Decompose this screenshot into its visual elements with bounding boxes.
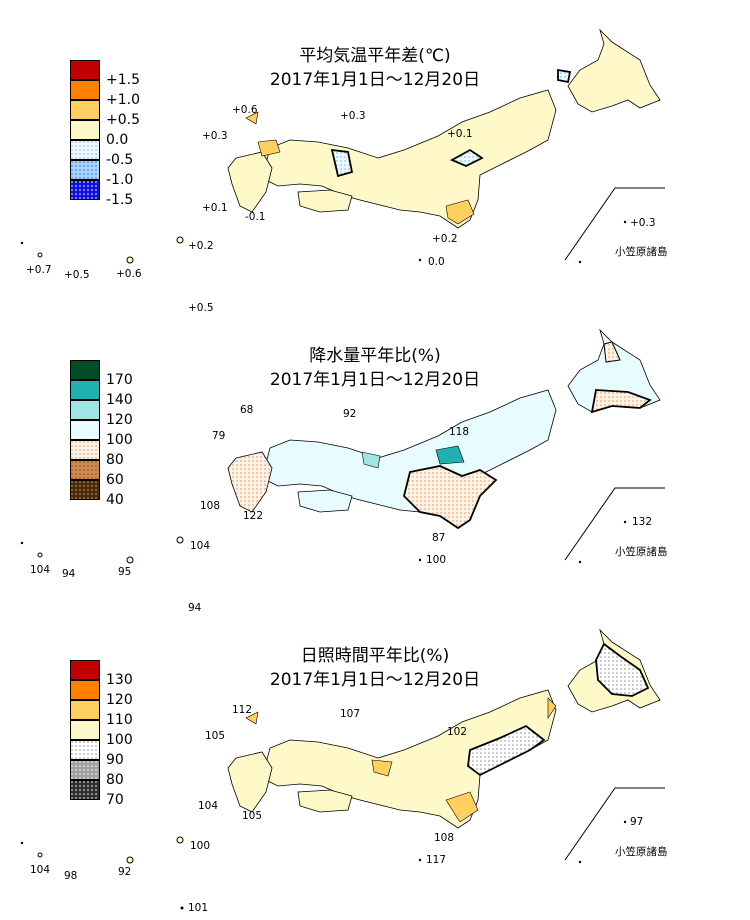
legend-label: 120 [106, 412, 133, 428]
legend-label: 80 [106, 452, 124, 468]
temperature-title-1: 平均気温平年差(℃) [299, 46, 451, 66]
map-value: 98 [64, 870, 78, 882]
legend-swatch [70, 360, 100, 380]
legend-swatch [70, 120, 100, 140]
map-value: +0.5 [188, 302, 214, 314]
map-value: -0.1 [245, 211, 266, 223]
map-value: 108 [434, 832, 455, 844]
legend-label: 60 [106, 472, 124, 488]
map-value: +0.2 [188, 240, 214, 252]
map-value: 0.0 [428, 256, 445, 268]
legend-label: -1.0 [106, 172, 134, 188]
map-value: +0.1 [447, 128, 473, 140]
legend-label: 100 [106, 432, 133, 448]
legend-label: 130 [106, 672, 133, 688]
map-value: 104 [190, 540, 211, 552]
legend-swatch [70, 720, 100, 740]
legend-swatch [70, 380, 100, 400]
ogasawara-label: 小笠原諸島 [615, 246, 668, 258]
sunshine-title-2: 2017年1月1日～12月20日 [269, 670, 481, 690]
legend-label: 110 [106, 712, 133, 728]
legend-swatch [70, 760, 100, 780]
map-value: 102 [447, 726, 468, 738]
map-value: +0.1 [202, 202, 228, 214]
legend-swatch [70, 60, 100, 80]
legend-label: 70 [106, 792, 124, 808]
legend-label: 90 [106, 752, 124, 768]
legend-label: 120 [106, 692, 133, 708]
temperature-title-2: 2017年1月1日～12月20日 [269, 70, 481, 90]
legend-swatch [70, 460, 100, 480]
map-value: 97 [630, 816, 644, 828]
map-value: 100 [426, 554, 447, 566]
map-value: +0.6 [232, 104, 258, 116]
map-value: 87 [432, 532, 446, 544]
map-value: 104 [30, 864, 51, 876]
map-value: +0.6 [116, 268, 142, 280]
ogasawara-label: 小笠原諸島 [615, 846, 668, 858]
map-value: 79 [212, 430, 226, 442]
precipitation-title-2: 2017年1月1日～12月20日 [269, 370, 481, 390]
legend-swatch [70, 680, 100, 700]
legend-swatch [70, 160, 100, 180]
sunshine-panel: 日照時間平年比(%) 2017年1月1日～12月20日 130 120 110 … [0, 600, 750, 914]
legend-label: +0.5 [106, 112, 140, 128]
precipitation-map [20, 328, 665, 564]
legend-swatch [70, 100, 100, 120]
map-value: +0.3 [202, 130, 228, 142]
legend-swatch [70, 400, 100, 420]
map-value: +0.3 [340, 110, 366, 122]
map-value: +0.7 [26, 264, 52, 276]
legend-label: 140 [106, 392, 133, 408]
legend-swatch [70, 660, 100, 680]
precipitation-panel: 降水量平年比(%) 2017年1月1日～12月20日 170 140 120 1… [0, 300, 750, 614]
map-value: 101 [188, 902, 209, 914]
legend-swatch [70, 140, 100, 160]
legend-swatch [70, 180, 100, 200]
map-value: 68 [240, 404, 254, 416]
temperature-panel: 平均気温平年差(℃) 2017年1月1日～12月20日 +1.5 +1.0 +0… [0, 0, 750, 314]
map-value: 92 [118, 866, 132, 878]
legend-swatch [70, 420, 100, 440]
legend-swatch [70, 780, 100, 800]
map-value: +0.2 [432, 233, 458, 245]
map-value: 104 [30, 564, 51, 576]
legend-label: 40 [106, 492, 124, 508]
legend-swatch [70, 740, 100, 760]
map-value: 95 [118, 566, 132, 578]
legend-swatch [70, 700, 100, 720]
map-value: 117 [426, 854, 447, 866]
map-value: 107 [340, 708, 361, 720]
ogasawara-label: 小笠原諸島 [615, 546, 668, 558]
map-value: 105 [242, 810, 263, 822]
legend-label: +1.5 [106, 72, 140, 88]
map-value: 108 [200, 500, 221, 512]
legend-label: 170 [106, 372, 133, 388]
map-value: 104 [198, 800, 219, 812]
map-value: 112 [232, 704, 253, 716]
map-value: 105 [205, 730, 226, 742]
legend-label: -1.5 [106, 192, 134, 208]
legend-label: -0.5 [106, 152, 134, 168]
map-value: +0.5 [64, 269, 90, 281]
legend-label: 0.0 [106, 132, 129, 148]
legend-label: +1.0 [106, 92, 140, 108]
sunshine-map [20, 628, 665, 910]
map-value: 94 [62, 568, 76, 580]
map-value: 94 [188, 602, 202, 614]
precipitation-title-1: 降水量平年比(%) [309, 346, 441, 366]
map-value: 132 [632, 516, 653, 528]
legend-label: 80 [106, 772, 124, 788]
legend-swatch [70, 440, 100, 460]
map-value: 100 [190, 840, 211, 852]
temperature-map [20, 28, 665, 264]
legend-label: 100 [106, 732, 133, 748]
map-value: 92 [343, 408, 357, 420]
map-value: 118 [449, 426, 470, 438]
map-value: +0.3 [630, 217, 656, 229]
legend-swatch [70, 80, 100, 100]
sunshine-title-1: 日照時間平年比(%) [300, 646, 450, 666]
legend-swatch [70, 480, 100, 500]
map-value: 122 [243, 510, 264, 522]
